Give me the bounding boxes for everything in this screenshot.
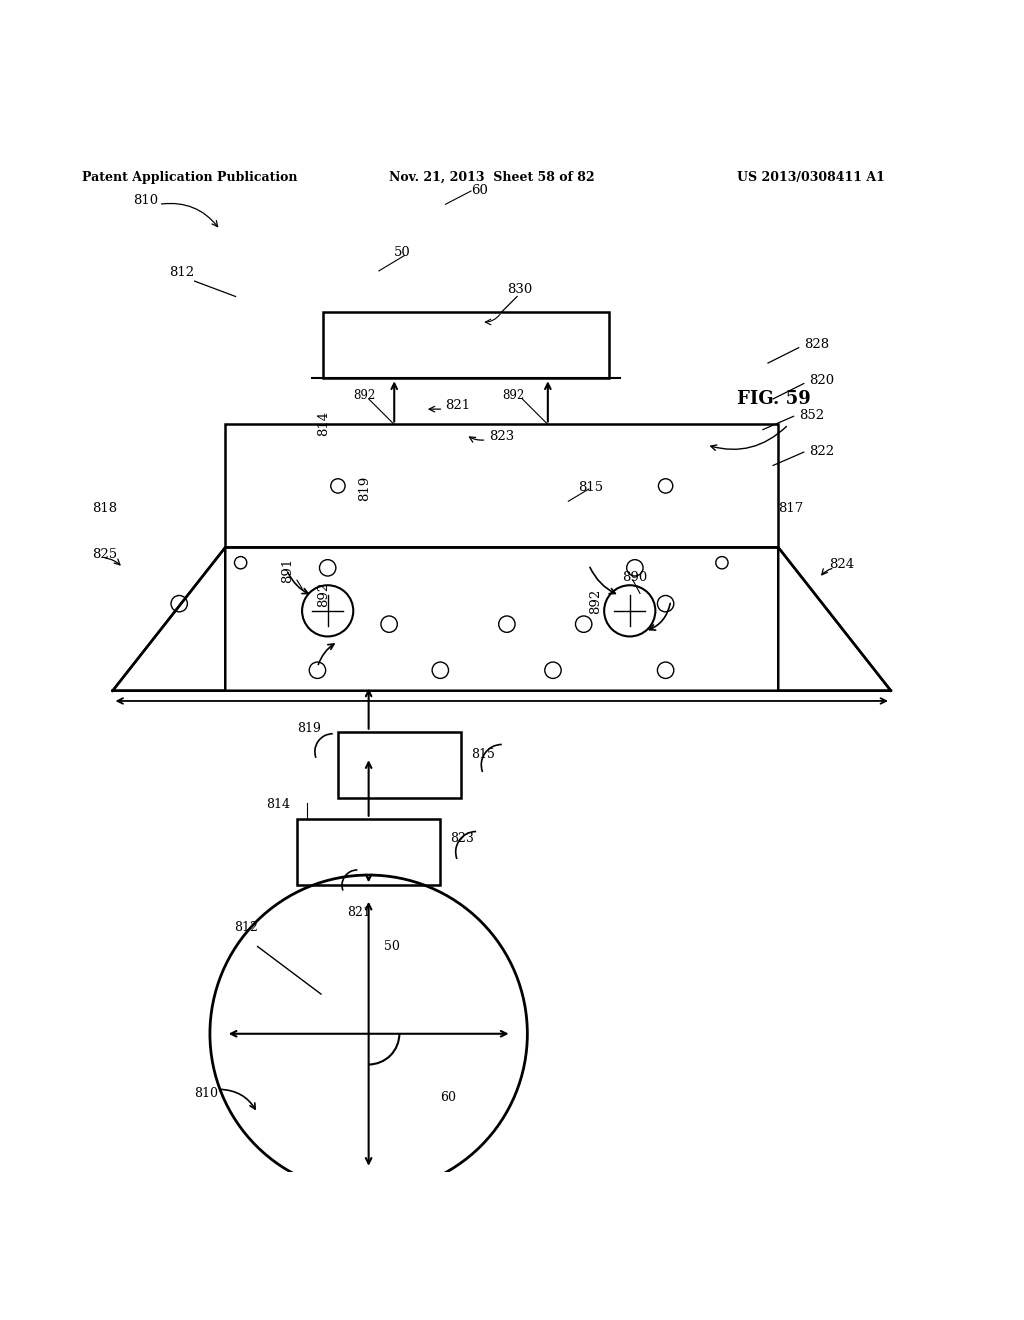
Text: Nov. 21, 2013  Sheet 58 of 82: Nov. 21, 2013 Sheet 58 of 82	[389, 170, 595, 183]
Text: 50: 50	[394, 246, 411, 259]
Text: 812: 812	[233, 920, 258, 933]
Text: 823: 823	[489, 430, 515, 442]
Text: 828: 828	[804, 338, 829, 351]
Text: 892: 892	[589, 589, 602, 614]
Text: 815: 815	[471, 748, 495, 762]
Text: FIG. 59: FIG. 59	[737, 389, 811, 408]
Text: 891: 891	[282, 558, 295, 583]
Bar	[338, 731, 461, 799]
Bar	[297, 818, 440, 886]
Text: 814: 814	[317, 411, 331, 436]
Text: 892: 892	[353, 389, 376, 401]
Text: 815: 815	[579, 480, 604, 494]
Text: 818: 818	[92, 502, 118, 515]
Text: 810: 810	[194, 1088, 218, 1101]
Text: 892: 892	[317, 581, 331, 607]
Text: 817: 817	[778, 502, 804, 515]
Text: 821: 821	[445, 399, 471, 412]
Text: 824: 824	[829, 558, 855, 570]
Bar	[225, 425, 778, 548]
Text: 810: 810	[133, 194, 159, 207]
Text: 825: 825	[92, 548, 118, 561]
Text: 823: 823	[451, 832, 474, 845]
Text: 60: 60	[471, 183, 487, 197]
Text: 50: 50	[384, 940, 400, 953]
Text: 892: 892	[502, 389, 524, 401]
Text: 821: 821	[347, 906, 371, 919]
Text: 852: 852	[799, 409, 824, 422]
Text: 814: 814	[266, 799, 290, 812]
Bar	[323, 312, 609, 379]
Text: 60: 60	[440, 1090, 457, 1104]
Text: US 2013/0308411 A1: US 2013/0308411 A1	[737, 170, 885, 183]
Text: 812: 812	[169, 267, 195, 279]
Text: 819: 819	[358, 477, 372, 502]
Text: Patent Application Publication: Patent Application Publication	[82, 170, 297, 183]
Text: 890: 890	[623, 572, 648, 585]
Text: 820: 820	[809, 374, 835, 387]
Text: 822: 822	[809, 445, 835, 458]
Text: 830: 830	[507, 284, 532, 297]
Text: 819: 819	[297, 722, 321, 735]
